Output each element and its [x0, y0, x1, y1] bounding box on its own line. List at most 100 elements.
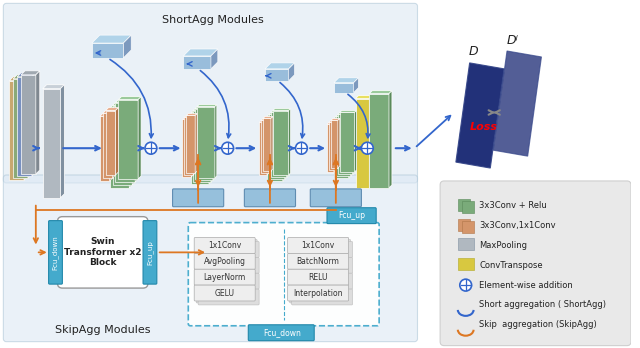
Bar	[458, 258, 474, 270]
FancyBboxPatch shape	[49, 221, 62, 284]
Polygon shape	[351, 114, 353, 176]
FancyBboxPatch shape	[196, 287, 257, 303]
Polygon shape	[100, 117, 109, 181]
Polygon shape	[21, 75, 36, 174]
FancyBboxPatch shape	[290, 287, 351, 303]
Polygon shape	[106, 111, 115, 175]
Polygon shape	[195, 109, 213, 180]
FancyBboxPatch shape	[3, 175, 417, 342]
Text: Loss: Loss	[469, 122, 497, 132]
Text: Fcu_up: Fcu_up	[338, 211, 365, 220]
Polygon shape	[269, 118, 271, 173]
Polygon shape	[92, 35, 131, 43]
Polygon shape	[271, 117, 273, 171]
Circle shape	[145, 142, 157, 154]
Polygon shape	[118, 97, 141, 100]
Polygon shape	[106, 108, 118, 111]
Bar	[458, 238, 474, 250]
Polygon shape	[213, 106, 215, 180]
Text: 3x3Conv + Relu: 3x3Conv + Relu	[479, 201, 547, 210]
Polygon shape	[456, 63, 504, 168]
Polygon shape	[21, 71, 40, 75]
Text: RELU: RELU	[308, 273, 328, 282]
FancyBboxPatch shape	[196, 239, 257, 255]
FancyBboxPatch shape	[292, 242, 353, 257]
Polygon shape	[349, 117, 351, 178]
Polygon shape	[43, 89, 60, 198]
FancyBboxPatch shape	[290, 239, 351, 255]
Polygon shape	[197, 106, 215, 178]
Polygon shape	[102, 113, 113, 178]
Text: D: D	[468, 45, 478, 58]
Polygon shape	[184, 49, 218, 56]
Polygon shape	[265, 69, 289, 81]
FancyBboxPatch shape	[3, 3, 417, 183]
FancyBboxPatch shape	[287, 237, 349, 253]
Text: 1x1Conv: 1x1Conv	[208, 241, 241, 250]
Text: Short aggregation ( ShortAgg): Short aggregation ( ShortAgg)	[479, 300, 607, 309]
Polygon shape	[124, 35, 131, 58]
Text: ConvTranspose: ConvTranspose	[479, 261, 543, 270]
Polygon shape	[197, 104, 217, 106]
Polygon shape	[269, 112, 287, 114]
FancyBboxPatch shape	[198, 257, 259, 273]
Polygon shape	[115, 100, 138, 103]
Polygon shape	[287, 111, 289, 177]
Polygon shape	[109, 109, 129, 188]
Circle shape	[460, 279, 472, 291]
Polygon shape	[355, 111, 356, 172]
Circle shape	[221, 142, 234, 154]
FancyBboxPatch shape	[143, 221, 157, 284]
Polygon shape	[60, 85, 65, 198]
FancyBboxPatch shape	[188, 223, 379, 326]
Polygon shape	[184, 116, 195, 118]
FancyBboxPatch shape	[327, 208, 376, 224]
Polygon shape	[329, 120, 338, 122]
Text: SkipAgg Modules: SkipAgg Modules	[56, 325, 151, 335]
FancyBboxPatch shape	[198, 273, 259, 289]
Polygon shape	[215, 104, 217, 178]
Polygon shape	[32, 73, 36, 176]
Polygon shape	[182, 119, 191, 177]
Polygon shape	[17, 77, 32, 176]
Polygon shape	[13, 79, 28, 178]
Text: Fcu_down: Fcu_down	[52, 235, 59, 270]
Text: Skip  aggregation (SkipAgg): Skip aggregation (SkipAgg)	[479, 320, 597, 329]
Polygon shape	[329, 122, 336, 170]
Polygon shape	[135, 100, 138, 182]
Polygon shape	[331, 118, 340, 120]
Polygon shape	[182, 118, 193, 119]
Polygon shape	[9, 77, 28, 81]
Polygon shape	[283, 114, 285, 181]
Polygon shape	[273, 111, 289, 175]
FancyBboxPatch shape	[290, 255, 351, 271]
Polygon shape	[115, 103, 135, 182]
Text: LayerNorm: LayerNorm	[204, 273, 246, 282]
Polygon shape	[353, 112, 355, 174]
Polygon shape	[28, 75, 32, 178]
Polygon shape	[369, 96, 372, 188]
Polygon shape	[334, 118, 349, 178]
Polygon shape	[334, 122, 336, 172]
Polygon shape	[356, 96, 372, 98]
Text: 3x3Conv,1x1Conv: 3x3Conv,1x1Conv	[479, 221, 556, 230]
Polygon shape	[369, 94, 389, 188]
Polygon shape	[191, 118, 193, 177]
Text: Fcu_up: Fcu_up	[147, 240, 154, 265]
Bar	[462, 221, 474, 232]
Polygon shape	[369, 91, 392, 94]
Polygon shape	[263, 118, 271, 171]
Polygon shape	[129, 105, 132, 188]
Text: GELU: GELU	[214, 288, 235, 298]
Polygon shape	[184, 118, 193, 175]
Polygon shape	[100, 113, 113, 117]
Polygon shape	[338, 118, 340, 168]
FancyBboxPatch shape	[244, 189, 296, 207]
Polygon shape	[109, 113, 113, 181]
Polygon shape	[327, 124, 334, 172]
Polygon shape	[184, 56, 211, 69]
Polygon shape	[273, 109, 291, 111]
FancyBboxPatch shape	[194, 237, 255, 253]
Polygon shape	[334, 83, 353, 93]
FancyBboxPatch shape	[173, 189, 224, 207]
